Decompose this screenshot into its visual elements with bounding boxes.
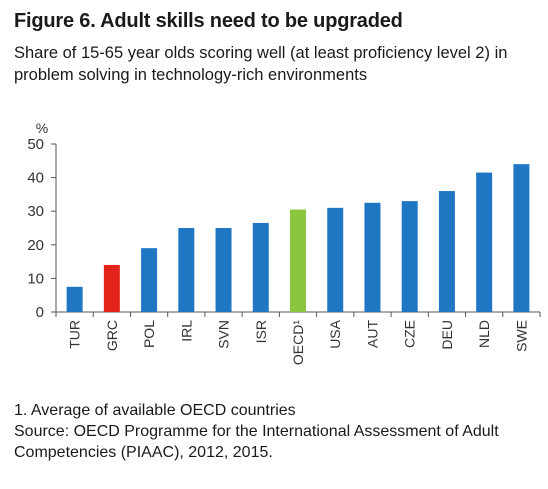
bar-tur (66, 286, 83, 312)
x-tick-labels: TUR GRC POL IRL SVN ISR OECD¹ USA AUT CZE DEU NLD SW… (67, 319, 530, 365)
bar-svn (215, 228, 232, 312)
bar-swe (513, 164, 530, 312)
y-tick-label: 0 (36, 304, 44, 321)
y-axis-unit: % (36, 120, 48, 136)
source-line-2: Competencies (PIAAC), 2012, 2015. (14, 444, 273, 461)
y-tick-label: 30 (27, 203, 44, 220)
x-tick-label: SVN (216, 320, 232, 349)
x-tick-label: DEU (439, 320, 455, 350)
bar-isr (252, 222, 269, 312)
footnote: 1. Average of available OECD countries (14, 402, 296, 419)
y-tick-label: 20 (27, 237, 44, 254)
bar-grc (103, 264, 120, 312)
chart-axes: % 0 10 20 30 40 50 (27, 120, 541, 321)
bar-cze (401, 201, 418, 312)
x-tick-label: GRC (104, 320, 120, 351)
chart-notes: 1. Average of available OECD countries S… (14, 400, 539, 463)
bar-usa (327, 207, 344, 312)
x-tick-label: CZE (402, 320, 418, 348)
y-tick-label: 40 (27, 170, 44, 187)
x-tick-label: TUR (67, 320, 83, 349)
chart-subtitle: Share of 15-65 year olds scoring well (a… (14, 44, 508, 84)
y-tick-label: 50 (27, 136, 44, 153)
bar-irl (178, 228, 195, 312)
x-tick-label: USA (327, 319, 343, 348)
source-line-1: Source: OECD Programme for the Internati… (14, 423, 499, 440)
x-tick-label: NLD (476, 320, 492, 348)
bar-oecd (290, 209, 306, 312)
x-tick-label: SWE (513, 320, 529, 352)
x-tick-label: IRL (178, 320, 194, 342)
chart-bars (66, 164, 530, 312)
bar-nld (476, 172, 493, 312)
bar-deu (438, 191, 455, 312)
x-tick-label: AUT (364, 320, 380, 348)
x-tick-label: POL (141, 320, 157, 348)
bar-chart: % 0 10 20 30 40 50 TUR GRC POL IRL SVN ISR OECD¹ USA A… (27, 120, 541, 365)
x-tick-label: ISR (253, 320, 269, 343)
chart-title: Figure 6. Adult skills need to be upgrad… (14, 10, 403, 32)
bar-pol (141, 248, 158, 312)
x-tick-label: OECD¹ (290, 320, 306, 365)
y-tick-label: 10 (27, 270, 44, 287)
bar-aut (364, 202, 381, 312)
